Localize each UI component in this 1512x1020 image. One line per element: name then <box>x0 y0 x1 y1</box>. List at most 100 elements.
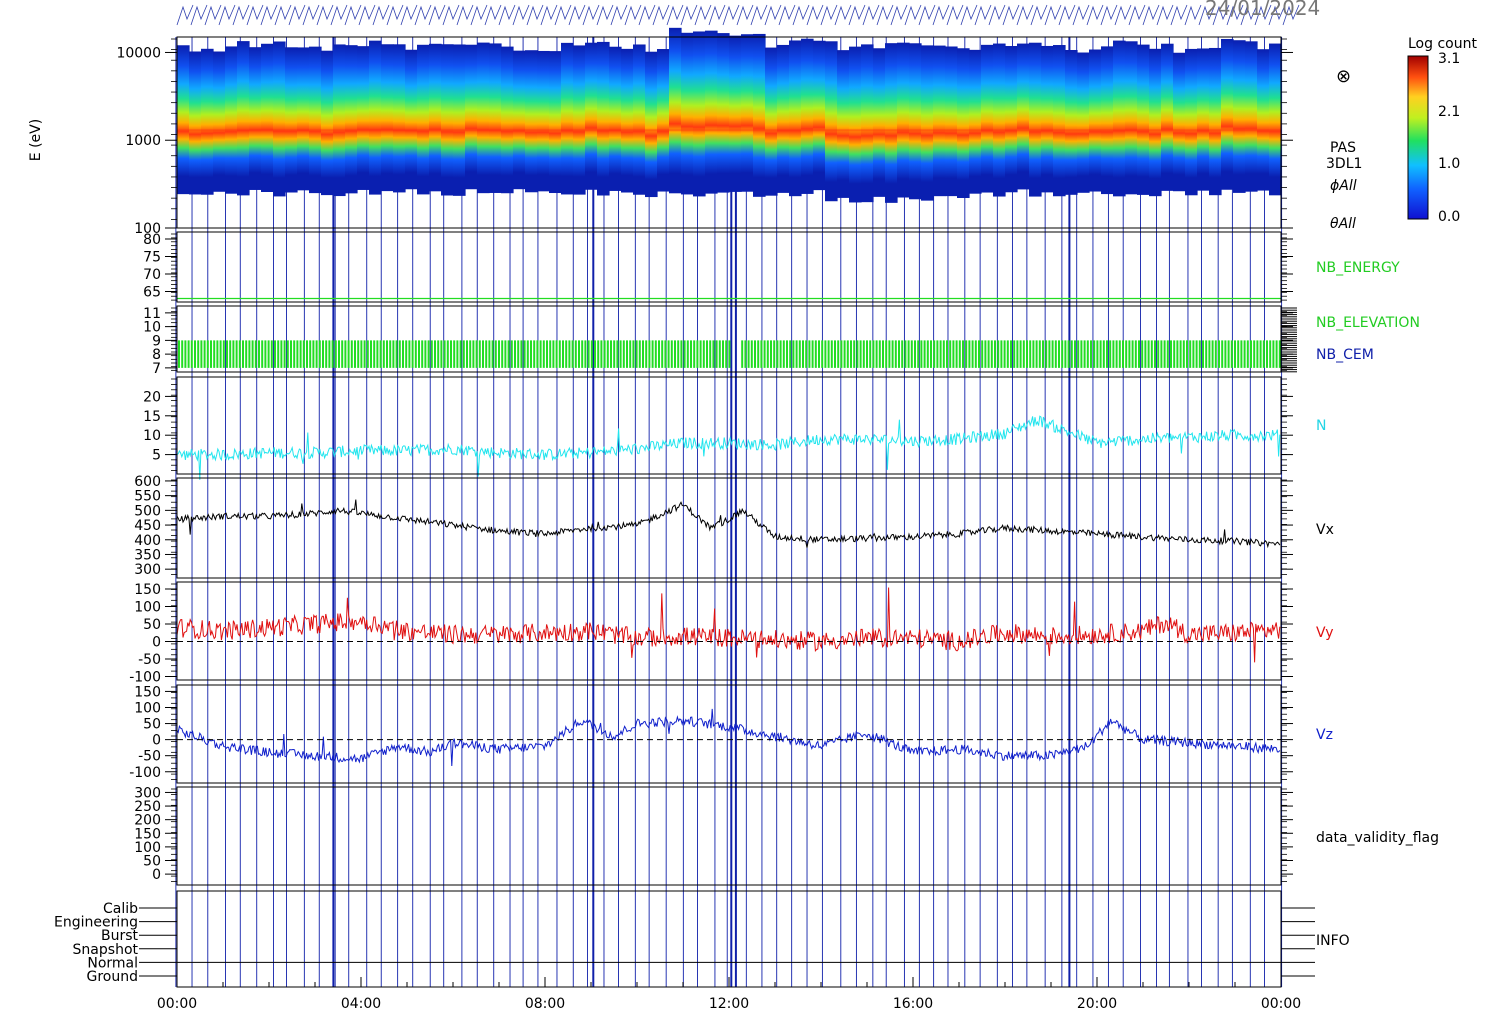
spectrogram-cell <box>657 49 670 192</box>
header-mark <box>260 4 278 26</box>
header-mark <box>498 4 516 26</box>
spectrogram-cell <box>345 45 358 194</box>
spectrogram-cell <box>1137 44 1150 195</box>
spectrogram-cell <box>933 45 946 197</box>
x-tick-label: 00:00 <box>157 996 197 1012</box>
spectrogram-cell <box>1233 40 1246 193</box>
spectrogram-cell <box>441 44 454 196</box>
header-mark <box>792 4 810 26</box>
spectrogram-cell <box>777 44 790 193</box>
header-date: 24/01/2024 <box>1205 0 1320 20</box>
header-mark <box>1254 4 1272 26</box>
spectrogram-cell <box>969 49 982 194</box>
colorbar-tick-label: 2.1 <box>1438 104 1460 120</box>
header-mark <box>918 4 936 26</box>
header-mark <box>372 4 390 26</box>
header-mark <box>946 4 964 26</box>
vy-label: Vy <box>1316 625 1334 641</box>
panel-frame <box>176 376 1282 475</box>
info-tick-label: Engineering <box>54 915 138 931</box>
header-mark <box>820 4 838 26</box>
header-mark <box>1072 4 1090 26</box>
spectrogram-cell <box>333 44 346 197</box>
spectrogram-cell <box>1005 46 1018 193</box>
header-mark <box>1226 4 1244 26</box>
info-label: INFO <box>1316 933 1350 949</box>
header-mark <box>526 4 544 26</box>
pas-theta-label: θAll <box>1330 216 1356 232</box>
pas-mode-label: 3DL1 <box>1326 156 1362 172</box>
spectrogram-cell <box>369 40 382 195</box>
axes-layer: 1000010001008075706511109872015105600550… <box>54 4 1315 988</box>
nb-cem-label: NB_CEM <box>1316 347 1374 363</box>
header-mark <box>694 4 712 26</box>
n-series-line <box>176 415 1281 480</box>
header-mark <box>190 4 208 26</box>
y-tick-label: 550 <box>134 489 161 505</box>
header-mark <box>568 4 586 26</box>
y-tick-label: 500 <box>134 503 161 519</box>
spectrogram-cell <box>1125 41 1138 195</box>
spectrogram-cell <box>1017 43 1030 190</box>
y-tick-label: 9 <box>152 333 161 349</box>
spectrogram-cell <box>1161 43 1174 191</box>
header-mark <box>904 4 922 26</box>
header-mark <box>1240 4 1258 26</box>
spectrogram-cell <box>1209 47 1222 196</box>
header-mark <box>680 4 698 26</box>
spectrogram-cell <box>705 30 718 194</box>
pas-phi-label: ϕAll <box>1330 178 1357 194</box>
y-tick-label: 450 <box>134 518 161 534</box>
spectrogram-cell <box>561 42 574 195</box>
header-mark <box>764 4 782 26</box>
spectrogram-cell <box>261 43 274 193</box>
header-mark <box>386 4 404 26</box>
spectrogram-cell <box>1245 41 1258 192</box>
header-mark <box>1170 4 1188 26</box>
spectrogram-cell <box>513 50 526 190</box>
spectrogram-cell <box>885 43 898 203</box>
vx-series-line <box>176 499 1281 549</box>
y-tick-label: -50 <box>138 749 161 765</box>
spectrogram-cell <box>921 45 934 201</box>
spectrogram-cell <box>765 47 778 196</box>
spectrogram-cell <box>549 51 562 194</box>
y-tick-label: 50 <box>143 717 161 733</box>
vx-label: Vx <box>1316 522 1334 538</box>
header-mark <box>1044 4 1062 26</box>
spectrogram-cell <box>1065 49 1078 195</box>
header-mark <box>974 4 992 26</box>
spectrogram-cell <box>489 43 502 193</box>
header-mark <box>652 4 670 26</box>
spectrogram-cell <box>609 46 622 191</box>
spectrogram-cell <box>225 46 238 194</box>
y-tick-label: 15 <box>143 409 161 425</box>
y-tick-label: 10 <box>143 428 161 444</box>
spectrogram-cell <box>669 27 682 194</box>
panel-frame <box>176 231 1282 303</box>
panel-frame <box>176 684 1282 784</box>
y-tick-label: 10000 <box>116 45 161 61</box>
spectrogram-cell <box>1197 48 1210 191</box>
data-layer <box>176 27 1282 963</box>
y-tick-label: 5 <box>152 448 161 464</box>
x-tick-label: 20:00 <box>1077 996 1117 1012</box>
spectrogram-cell <box>1101 46 1114 195</box>
spectrogram-cell <box>465 44 478 190</box>
header-mark <box>624 4 642 26</box>
spectrogram-cell <box>825 41 838 202</box>
header-mark <box>358 4 376 26</box>
spectrogram-cell <box>1149 48 1162 197</box>
y-tick-label: 70 <box>143 267 161 283</box>
header-mark <box>778 4 796 26</box>
header-mark <box>722 4 740 26</box>
vz-series-line <box>176 708 1281 767</box>
spectrogram-cell <box>849 46 862 203</box>
nb-elevation-label: NB_ELEVATION <box>1316 315 1420 331</box>
spectrogram-cell <box>357 46 370 190</box>
spectrogram-cell <box>1257 49 1270 191</box>
n-label: N <box>1316 418 1326 434</box>
header-mark <box>218 4 236 26</box>
colorbar: Log count 3.1 2.1 1.0 0.0 <box>1407 36 1477 225</box>
header-mark <box>638 4 656 26</box>
